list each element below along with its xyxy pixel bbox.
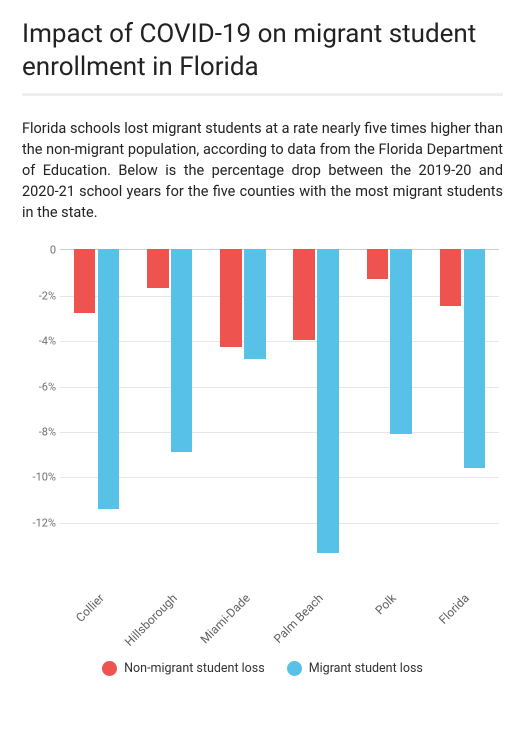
x-label-slot: Collier xyxy=(60,557,133,599)
x-label-slot: Miami-Dade xyxy=(206,557,279,599)
x-label-slot: Polk xyxy=(353,557,426,599)
category-slot xyxy=(426,249,499,557)
legend-label: Non-migrant student loss xyxy=(124,661,265,676)
x-label-slot: Florida xyxy=(426,557,499,599)
x-axis-labels: CollierHillsboroughMiami-DadePalm BeachP… xyxy=(60,557,499,599)
category-label: Palm Beach xyxy=(271,591,326,646)
y-tick-label: 0 xyxy=(22,244,56,257)
y-tick-label: -4% xyxy=(22,335,56,348)
bar xyxy=(244,249,266,359)
bar xyxy=(293,249,315,340)
bar xyxy=(390,249,412,434)
category-label: Polk xyxy=(373,591,399,617)
chart: 0-2%-4%-6%-8%-10%-12% CollierHillsboroug… xyxy=(60,249,499,599)
category-slot xyxy=(280,249,353,557)
y-tick-label: -12% xyxy=(22,516,56,529)
bar-groups xyxy=(60,249,499,557)
bar xyxy=(464,249,486,468)
legend-label: Migrant student loss xyxy=(309,661,423,676)
category-slot xyxy=(353,249,426,557)
category-label: Hillsborough xyxy=(122,591,180,649)
category-slot xyxy=(206,249,279,557)
legend: Non-migrant student loss Migrant student … xyxy=(22,661,503,676)
category-label: Miami-Dade xyxy=(198,591,253,646)
bar xyxy=(367,249,389,279)
y-tick-label: -10% xyxy=(22,471,56,484)
legend-item: Migrant student loss xyxy=(287,661,423,676)
y-tick-label: -2% xyxy=(22,289,56,302)
category-label: Collier xyxy=(73,591,107,625)
bar xyxy=(98,249,120,509)
category-slot xyxy=(133,249,206,557)
bar xyxy=(147,249,169,288)
bar xyxy=(74,249,96,313)
bar xyxy=(317,249,339,552)
x-label-slot: Hillsborough xyxy=(133,557,206,599)
x-label-slot: Palm Beach xyxy=(280,557,353,599)
title-rule xyxy=(22,93,503,96)
y-tick-label: -8% xyxy=(22,426,56,439)
legend-item: Non-migrant student loss xyxy=(102,661,265,676)
bar xyxy=(220,249,242,347)
description-text: Florida schools lost migrant students at… xyxy=(22,118,503,223)
category-slot xyxy=(60,249,133,557)
bar xyxy=(171,249,193,452)
page-title: Impact of COVID-19 on migrant student en… xyxy=(22,18,503,83)
category-label: Florida xyxy=(436,591,472,627)
legend-swatch xyxy=(287,661,302,676)
y-tick-label: -6% xyxy=(22,380,56,393)
bar xyxy=(440,249,462,306)
legend-swatch xyxy=(102,661,117,676)
